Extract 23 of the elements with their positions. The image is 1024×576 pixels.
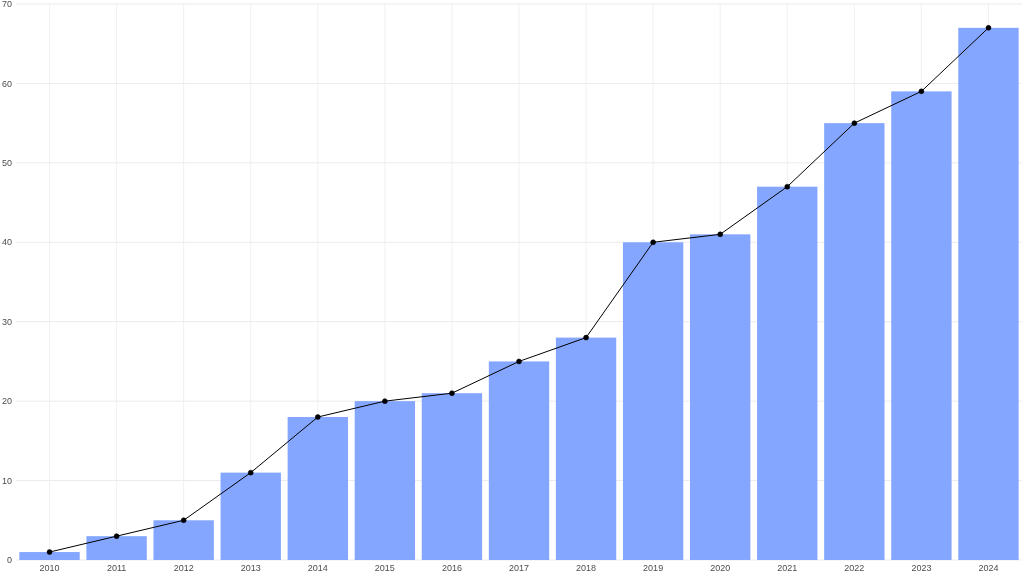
- x-tick-label: 2011: [106, 563, 127, 573]
- y-tick-label: 20: [1, 396, 12, 407]
- x-tick-label: 2019: [643, 563, 664, 573]
- x-tick-label: 2015: [374, 563, 395, 573]
- y-tick-label: 30: [1, 316, 12, 327]
- x-tick-label: 2017: [508, 563, 530, 573]
- x-tick-label: 2024: [978, 563, 999, 573]
- x-tick-label: 2012: [173, 563, 194, 573]
- x-tick-label: 2020: [710, 563, 731, 573]
- x-tick-label: 2013: [240, 563, 261, 573]
- y-tick-label: 60: [1, 78, 12, 89]
- y-tick-label: 40: [1, 237, 12, 248]
- x-tick-label: 2023: [911, 563, 932, 573]
- y-tick-label: 50: [1, 158, 12, 169]
- y-tick-label: 10: [1, 475, 12, 486]
- x-tick-label: 2021: [777, 563, 798, 573]
- x-tick-label: 2018: [576, 563, 597, 573]
- x-tick-label: 2022: [844, 563, 865, 573]
- y-tick-label: 0: [6, 555, 12, 566]
- y-tick-label: 70: [1, 0, 12, 10]
- x-tick-label: 2014: [307, 563, 328, 573]
- x-tick-label: 2016: [441, 563, 462, 573]
- x-tick-label: 2010: [39, 563, 60, 573]
